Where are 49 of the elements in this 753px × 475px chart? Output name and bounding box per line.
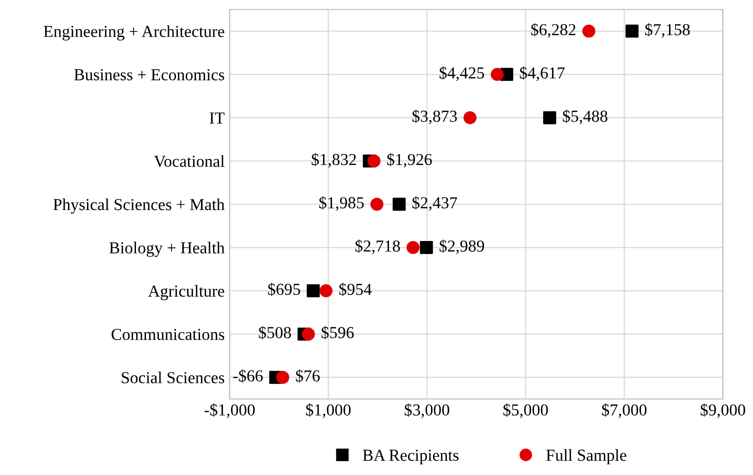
x-tick-label: $3,000: [404, 403, 450, 418]
point: [302, 328, 315, 341]
data-label: $2,718: [355, 239, 400, 254]
data-label: $596: [322, 326, 354, 340]
y-tick-label: Physical Sciences + Math: [53, 198, 225, 214]
point: [582, 24, 596, 38]
point: [370, 198, 384, 211]
data-label: -$66: [233, 369, 263, 383]
y-tick-label: Agriculture: [148, 285, 224, 300]
y-tick-label: Social Sciences: [122, 372, 224, 384]
y-tick-label: Engineering + Architecture: [44, 25, 224, 41]
point: [420, 241, 433, 254]
point: [490, 68, 504, 81]
x-tick-label: $1,000: [306, 403, 351, 418]
legend-label: BA Recipients: [362, 450, 459, 464]
point: [306, 284, 320, 298]
x-tick-label: $9,000: [700, 403, 746, 418]
point: [464, 111, 477, 124]
point: [392, 198, 406, 211]
x-tick-label: $7,000: [602, 403, 647, 418]
data-label: $954: [339, 282, 372, 296]
data-label: $76: [296, 369, 320, 383]
point: [543, 111, 556, 124]
y-tick-label: Biology + Health: [109, 242, 225, 257]
x-tick-label: -$1,000: [204, 403, 255, 418]
point: [626, 24, 639, 38]
data-label: $1,985: [319, 196, 364, 211]
point: [320, 284, 333, 298]
y-tick-label: Business + Economics: [74, 69, 224, 80]
data-label: $6,282: [531, 23, 576, 38]
data-label: $3,873: [412, 110, 457, 124]
data-label: $4,425: [440, 66, 484, 81]
x-tick-label: $5,000: [503, 403, 548, 418]
data-label: $5,488: [562, 110, 608, 124]
data-label: $1,832: [312, 152, 356, 168]
data-label: $2,989: [440, 239, 484, 254]
data-label: $1,926: [387, 152, 432, 168]
point: [367, 154, 380, 168]
data-label: $2,437: [412, 196, 458, 211]
point: [276, 370, 290, 384]
data-label: $695: [268, 282, 300, 296]
data-label: $4,617: [520, 66, 565, 81]
data-label: $508: [258, 326, 291, 340]
legend-label: Full Sample: [546, 449, 626, 464]
data-label: $7,158: [645, 23, 690, 38]
point: [406, 241, 420, 254]
y-tick-label: Communications: [112, 328, 224, 340]
y-tick-label: IT: [210, 112, 225, 124]
y-tick-label: Vocational: [154, 155, 224, 168]
